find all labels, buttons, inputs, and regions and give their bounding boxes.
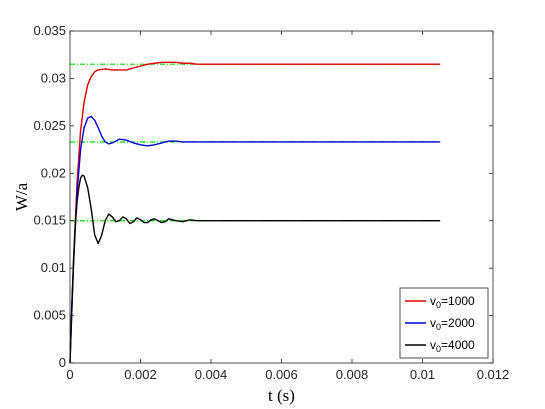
- legend-entry: v0=4000: [430, 338, 475, 354]
- x-axis-label: t (s): [268, 386, 295, 405]
- x-tick-label: 0.006: [265, 367, 298, 382]
- y-axis-ticks: 0 0.005 0.01 0.015 0.02 0.025 0.03 0.035: [33, 23, 493, 370]
- series-line-4000: [69, 174, 441, 364]
- x-tick-label: 0.012: [477, 367, 510, 382]
- series-line-2000: [69, 115, 441, 364]
- y-tick-label: 0.01: [41, 260, 66, 275]
- y-tick-label: 0.025: [33, 118, 66, 133]
- y-tick-label: 0.02: [41, 165, 66, 180]
- x-tick-label: 0.01: [410, 367, 435, 382]
- legend-entry: v0=2000: [430, 316, 475, 332]
- x-axis-ticks: 0 0.002 0.004 0.006 0.008 0.01 0.012: [66, 31, 509, 382]
- legend-entry: v0=1000: [430, 294, 475, 310]
- x-tick-label: 0.004: [195, 367, 228, 382]
- y-tick-label: 0: [59, 355, 66, 370]
- x-tick-label: 0.002: [124, 367, 157, 382]
- y-tick-label: 0.015: [33, 213, 66, 228]
- y-axis-label: W/a: [12, 182, 31, 211]
- y-tick-label: 0.005: [33, 308, 66, 323]
- series-line-1000: [69, 61, 441, 364]
- x-tick-label: 0: [66, 367, 73, 382]
- y-tick-label: 0.035: [33, 23, 66, 38]
- series-lines: [69, 61, 441, 364]
- y-tick-label: 0.03: [41, 70, 66, 85]
- legend: v0=1000 v0=2000 v0=4000: [399, 287, 489, 359]
- x-tick-label: 0.008: [336, 367, 369, 382]
